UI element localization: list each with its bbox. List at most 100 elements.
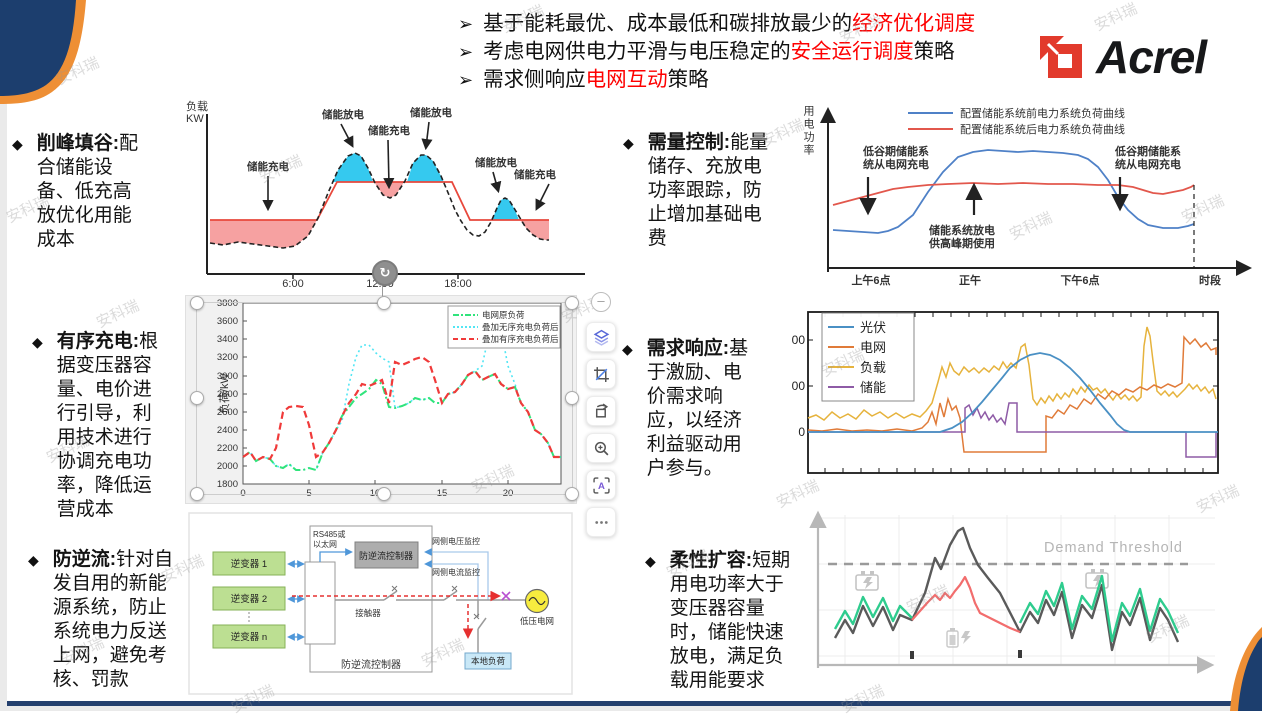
- x-tick-label: 10: [370, 488, 381, 499]
- legend-label: 叠加无序充电负荷后: [482, 322, 559, 332]
- y-tick-label: 100: [792, 379, 805, 393]
- feature-title: 有序充电:: [56, 331, 140, 352]
- diamond-bullet-icon: ◆: [32, 334, 43, 350]
- selection-handle-middle-right[interactable]: [565, 391, 579, 405]
- y-tick-label: 2200: [217, 443, 238, 454]
- x-tick-label: 20: [503, 488, 514, 499]
- load-line: [807, 326, 1217, 421]
- comm-label: RS485或: [313, 529, 345, 539]
- shaved-load-line: [210, 181, 549, 221]
- y-tick-marks: [243, 302, 247, 485]
- annotation-label: 储能充电: [514, 168, 556, 181]
- x-tick-label: 5: [306, 488, 311, 499]
- legend-label: 配置储能系统前电力系统负荷曲线: [960, 106, 1125, 120]
- bullet-line-3: ➢ 需求侧响应电网互动策略: [458, 66, 1058, 94]
- more-options-button[interactable]: [586, 507, 616, 537]
- diagram-anti-backflow[interactable]: 防逆流控制器 防逆流控制器 逆变器 1 逆变器 2 逆变器 n RS485或 以…: [188, 512, 573, 697]
- y-tick-label: 2800: [217, 389, 238, 400]
- feature-demand-response[interactable]: ◆ 需求响应:基于激励、电价需求响应，以经济利益驱动用户参与。: [622, 337, 760, 481]
- grid-line: [807, 335, 1217, 453]
- diamond-bullet-icon: ◆: [28, 552, 39, 568]
- storage-discharge-area: [407, 155, 444, 182]
- rotate-icon: [595, 402, 608, 418]
- selection-handle-bottom-center[interactable]: [377, 487, 391, 501]
- optimized-load-line: [1018, 574, 1180, 643]
- inverter-label: 逆变器 2: [231, 593, 267, 605]
- feature-body: 能量储存、充放电功率跟踪，防止增加基础电费: [647, 132, 769, 249]
- y-tick-label: 3000: [217, 371, 238, 382]
- y-tick-label: 3400: [217, 334, 238, 345]
- chart-flexible-expansion[interactable]: Demand Threshold: [800, 503, 1230, 703]
- corner-decoration-top-left: [0, 0, 86, 104]
- selection-handle-bottom-right[interactable]: [565, 487, 579, 501]
- local-load-label: 本地负荷: [471, 656, 506, 666]
- voltage-monitor-label: 网侧电压监控: [432, 536, 480, 546]
- toolbar-collapse-button[interactable]: –: [591, 292, 611, 312]
- y-axis-label: KW: [186, 113, 204, 125]
- rotate-handle[interactable]: ↻: [372, 260, 398, 286]
- y-tick-label: 3800: [217, 298, 238, 309]
- battery-discharge-icon: [946, 628, 971, 648]
- legend-label: 配置储能系统后电力系统负荷曲线: [960, 122, 1125, 136]
- feature-flexible-expansion[interactable]: ◆ 柔性扩容:短期用电功率大于变压器容量时，储能快速放电，满足负载用能要求: [645, 549, 809, 693]
- legend-label: 电网: [860, 340, 886, 355]
- optimized-load-line: [833, 595, 913, 630]
- slide-bottom-edge: [7, 701, 1262, 706]
- storage-discharge-area: [492, 198, 519, 220]
- selection-handle-middle-left[interactable]: [190, 391, 204, 405]
- x-tick-label: 15: [437, 488, 448, 499]
- comm-label: 以太网: [313, 539, 337, 549]
- layers-button[interactable]: [586, 322, 616, 352]
- crop-icon: [593, 366, 609, 382]
- chart-demand-response[interactable]: 200 100 0 光伏 电网 负载 储能: [785, 300, 1262, 512]
- storage-charge-area: [210, 220, 317, 248]
- feature-title: 防逆流:: [52, 549, 117, 570]
- crop-button[interactable]: [586, 359, 616, 389]
- battery-charge-icon: [855, 571, 879, 591]
- legend-label: 电网原负荷: [482, 310, 525, 320]
- annotation-label: 供高峰期使用: [928, 236, 995, 250]
- annotation-label: 储能放电: [475, 156, 517, 169]
- x-tick-label: 18:00: [444, 278, 472, 290]
- selection-handle-top-right[interactable]: [565, 296, 579, 310]
- chart-orderly-charging[interactable]: 负荷/kW 3800 3600 3400 3200 3000 2800 2600…: [185, 295, 577, 504]
- selection-handle-top-center[interactable]: [377, 296, 391, 310]
- feature-body: 短期用电功率大于变压器容量时，储能快速放电，满足负载用能要求: [669, 550, 791, 691]
- zoom-in-icon: [594, 441, 608, 455]
- zoom-in-button[interactable]: [586, 433, 616, 463]
- acrel-logo-text: Acrel: [1096, 31, 1207, 83]
- diamond-bullet-icon: ◆: [645, 553, 656, 569]
- chart-demand-control[interactable]: 用电功率 配置储能系统前电力系统负荷曲线 配置储能系统后电力系统负荷曲线 低谷期…: [798, 97, 1260, 293]
- y-tick-label: 2400: [217, 425, 238, 436]
- chart-peak-shaving[interactable]: 负载 KW 储能充电 储能放电 储能充电 储能放电 储能放电 储能充电 6:00…: [183, 98, 603, 290]
- outer-box-label: 防逆流控制器: [341, 658, 401, 671]
- diamond-bullet-icon: ◆: [623, 135, 634, 151]
- selection-handle-bottom-left[interactable]: [190, 487, 204, 501]
- selection-handle-top-left[interactable]: [190, 296, 204, 310]
- svg-text:A: A: [598, 481, 605, 492]
- legend-label: 叠加有序充电负荷后: [482, 334, 559, 344]
- storage-discharge-line: [911, 575, 1021, 634]
- contactor-label: 接触器: [355, 608, 381, 618]
- inverter-label: 逆变器 n: [231, 631, 267, 643]
- feature-orderly-charging[interactable]: ◆ 有序充电:根据变压器容量、电价进行引导，利用技术进行协调充电功率，降低运营成…: [32, 330, 178, 522]
- y-tick-label: 3600: [217, 316, 238, 327]
- x-tick-label: 0: [240, 488, 245, 499]
- feature-anti-backflow[interactable]: ◆ 防逆流:针对自发自用的新能源系统，防止系统电力反送上网，避免考核、罚款: [28, 548, 184, 692]
- header-bullets-textbox[interactable]: ➢ 基于能耗最优、成本最低和碳排放最少的经济优化调度 ➢ 考虑电网供电力平滑与电…: [458, 10, 1058, 94]
- annotation-label: 统从电网充电: [863, 157, 929, 171]
- feature-title: 需量控制:: [647, 132, 731, 153]
- feature-peak-shaving[interactable]: ◆ 削峰填谷:配合储能设备、低充高放优化用能成本: [12, 132, 146, 252]
- annotation-label: 储能放电: [410, 106, 452, 119]
- storage-charge-area: [520, 220, 549, 240]
- rotate-button[interactable]: [586, 396, 616, 426]
- y-tick-label: 3200: [217, 352, 238, 363]
- peak-period-marks: [910, 650, 1022, 659]
- feature-body: 根据变压器容量、电价进行引导，利用技术进行协调充电功率，降低运营成本: [56, 331, 159, 520]
- feature-demand-control[interactable]: ◆ 需量控制:能量储存、充放电功率跟踪，防止增加基础电费: [623, 131, 787, 251]
- inverter-label: 逆变器 1: [231, 558, 267, 570]
- ocr-button[interactable]: A: [586, 470, 616, 500]
- annotation-label: 统从电网充电: [1115, 157, 1181, 171]
- diamond-bullet-icon: ◆: [12, 136, 23, 152]
- ellipsis-icon: [594, 520, 608, 524]
